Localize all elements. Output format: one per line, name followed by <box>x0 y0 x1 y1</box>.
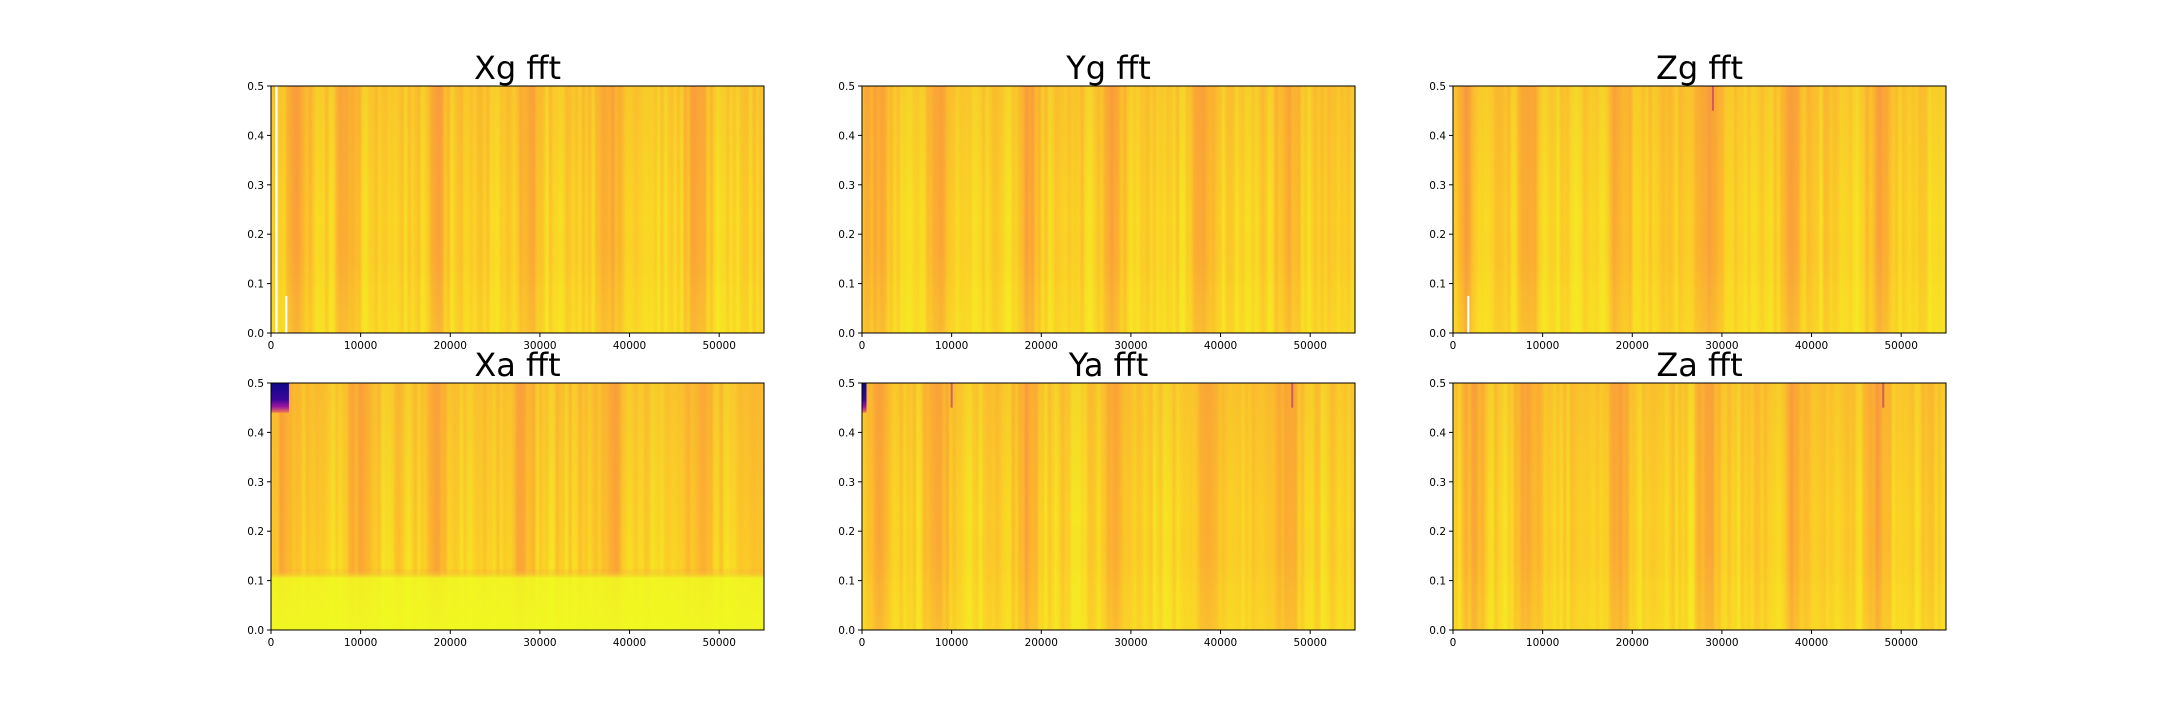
x-tick-label: 30000 <box>523 637 556 649</box>
y-tick-label: 0.2 <box>247 526 264 538</box>
axes-frame <box>1452 382 1947 631</box>
axes-frame <box>861 382 1356 631</box>
y-tick-label: 0.0 <box>838 328 855 340</box>
panel-xa-fft: Xa fft 0 10000 20000 30000 40000 50000 0.0 0.1 0.… <box>247 346 765 649</box>
heatmap-frequency-shading <box>271 86 764 333</box>
y-tick-label: 0.0 <box>247 328 264 340</box>
y-tick-label: 0.2 <box>247 229 264 241</box>
x-tick-label: 50000 <box>1884 340 1917 352</box>
x-tick-label: 10000 <box>344 340 377 352</box>
x-tick-label: 10000 <box>1526 340 1559 352</box>
x-tick-label: 50000 <box>1884 637 1917 649</box>
heatmap-frequency-shading <box>862 383 1355 630</box>
panel-xg-fft: Xg fft 0 10000 20000 30000 40000 50000 0.0 0.1 0.… <box>247 49 765 352</box>
y-tick-label: 0.3 <box>247 477 264 489</box>
x-tick-label: 20000 <box>1616 340 1649 352</box>
x-tick-label: 40000 <box>1204 340 1237 352</box>
x-tick-label: 20000 <box>434 637 467 649</box>
x-tick-label: 20000 <box>1025 340 1058 352</box>
panel-title: Zg fft <box>1656 49 1743 87</box>
heatmap-frequency-shading <box>862 86 1355 333</box>
x-tick-label: 40000 <box>613 340 646 352</box>
y-tick-label: 0.5 <box>247 378 264 390</box>
x-tick-label: 0 <box>268 637 275 649</box>
y-tick-label: 0.5 <box>247 81 264 93</box>
x-tick-label: 0 <box>1450 637 1457 649</box>
y-tick-label: 0.0 <box>247 625 264 637</box>
panel-zg-fft: Zg fft 0 10000 20000 30000 40000 50000 0.0 0.1 0.… <box>1429 49 1947 352</box>
y-tick-label: 0.5 <box>1429 81 1446 93</box>
y-tick-label: 0.3 <box>1429 180 1446 192</box>
y-tick-label: 0.2 <box>1429 526 1446 538</box>
x-tick-label: 20000 <box>1025 637 1058 649</box>
axes-frame <box>270 85 765 334</box>
y-tick-label: 0.0 <box>1429 328 1446 340</box>
panel-title: Xa fft <box>474 346 560 384</box>
x-tick-label: 30000 <box>1705 340 1738 352</box>
panel-title: Ya fft <box>1068 346 1149 384</box>
heatmap-frequency-shading <box>1453 86 1946 333</box>
x-tick-label: 0 <box>859 637 866 649</box>
x-tick-label: 40000 <box>613 637 646 649</box>
x-tick-label: 50000 <box>702 637 735 649</box>
y-tick-label: 0.4 <box>838 130 855 142</box>
panel-title: Yg fft <box>1065 49 1151 87</box>
panel-ya-fft: Ya fft 0 10000 20000 30000 40000 50000 0.0 0.1 0.… <box>838 346 1356 649</box>
x-tick-label: 10000 <box>935 340 968 352</box>
axes-frame <box>270 382 765 631</box>
y-tick-label: 0.2 <box>838 229 855 241</box>
x-tick-label: 50000 <box>1293 340 1326 352</box>
x-tick-label: 40000 <box>1795 340 1828 352</box>
heatmap-frequency-shading <box>1453 383 1946 630</box>
y-tick-label: 0.1 <box>247 279 264 291</box>
y-tick-label: 0.5 <box>1429 378 1446 390</box>
x-tick-label: 10000 <box>344 637 377 649</box>
x-tick-label: 40000 <box>1204 637 1237 649</box>
x-tick-label: 0 <box>268 340 275 352</box>
x-tick-label: 30000 <box>523 340 556 352</box>
y-tick-label: 0.2 <box>838 526 855 538</box>
x-tick-label: 0 <box>859 340 866 352</box>
x-tick-label: 10000 <box>935 637 968 649</box>
y-tick-label: 0.4 <box>838 427 855 439</box>
y-tick-label: 0.1 <box>247 576 264 588</box>
panel-title: Za fft <box>1656 346 1742 384</box>
y-tick-label: 0.4 <box>1429 130 1446 142</box>
x-tick-label: 0 <box>1450 340 1457 352</box>
heatmap-frequency-shading <box>271 383 764 630</box>
panel-za-fft: Za fft 0 10000 20000 30000 40000 50000 0.0 0.1 0.… <box>1429 346 1947 649</box>
y-tick-label: 0.1 <box>1429 576 1446 588</box>
y-tick-label: 0.3 <box>1429 477 1446 489</box>
x-tick-label: 50000 <box>702 340 735 352</box>
x-tick-label: 30000 <box>1705 637 1738 649</box>
axes-frame <box>861 85 1356 334</box>
axes-frame <box>1452 85 1947 334</box>
x-tick-label: 20000 <box>434 340 467 352</box>
y-tick-label: 0.1 <box>838 576 855 588</box>
y-tick-label: 0.1 <box>1429 279 1446 291</box>
panel-yg-fft: Yg fft 0 10000 20000 30000 40000 50000 0.0 0.1 0.… <box>838 49 1356 352</box>
x-tick-label: 30000 <box>1114 340 1147 352</box>
y-tick-label: 0.2 <box>1429 229 1446 241</box>
panel-title: Xg fft <box>474 49 561 87</box>
y-tick-label: 0.1 <box>838 279 855 291</box>
x-tick-label: 30000 <box>1114 637 1147 649</box>
y-tick-label: 0.4 <box>1429 427 1446 439</box>
y-tick-label: 0.5 <box>838 378 855 390</box>
y-tick-label: 0.4 <box>247 427 264 439</box>
y-tick-label: 0.3 <box>247 180 264 192</box>
y-tick-label: 0.3 <box>838 180 855 192</box>
x-tick-label: 50000 <box>1293 637 1326 649</box>
heatmap-dark-block <box>271 383 289 413</box>
x-tick-label: 20000 <box>1616 637 1649 649</box>
heatmap-dark-block <box>862 383 867 413</box>
y-tick-label: 0.0 <box>1429 625 1446 637</box>
y-tick-label: 0.5 <box>838 81 855 93</box>
x-tick-label: 40000 <box>1795 637 1828 649</box>
y-tick-label: 0.0 <box>838 625 855 637</box>
x-tick-label: 10000 <box>1526 637 1559 649</box>
y-tick-label: 0.3 <box>838 477 855 489</box>
y-tick-label: 0.4 <box>247 130 264 142</box>
